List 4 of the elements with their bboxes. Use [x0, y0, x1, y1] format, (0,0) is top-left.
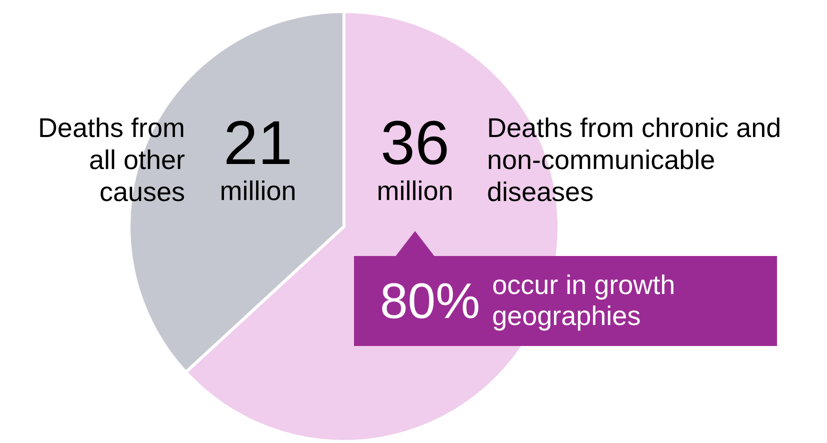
- slice-label: Deaths from all other causes: [36, 112, 185, 208]
- data-label: 36 million: [376, 109, 454, 206]
- data-label: 21 million: [218, 109, 298, 206]
- slice-label: Deaths from chronic and non-communicable diseases: [487, 112, 782, 208]
